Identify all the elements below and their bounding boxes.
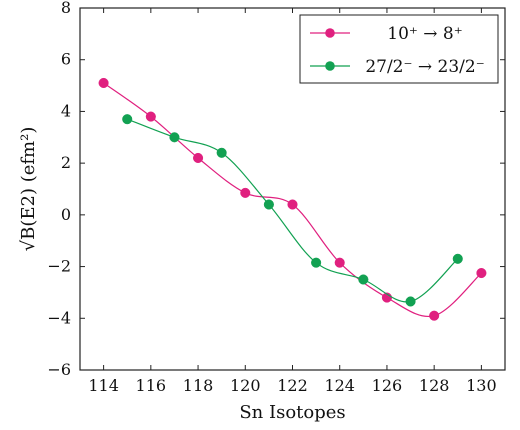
x-tick-label: 118 — [183, 376, 214, 395]
x-tick-label: 122 — [277, 376, 308, 395]
series-1 — [98, 77, 487, 321]
y-tick-label: 8 — [61, 0, 71, 17]
data-point — [429, 310, 440, 321]
axes: 114 116 118 120 122 124 126 128 130 −6 −4 −2 0 2 4 6 8 Sn… — [18, 0, 506, 423]
x-tick-label: 130 — [466, 376, 497, 395]
y-tick-label: 4 — [61, 101, 71, 120]
y-tick-label: 2 — [61, 153, 71, 172]
data-point — [216, 147, 227, 158]
data-point — [193, 152, 204, 164]
y-tick-label: −2 — [47, 257, 71, 276]
y-tick-label: 0 — [61, 205, 71, 224]
data-point — [145, 111, 156, 122]
data-point — [405, 296, 416, 307]
series-layer — [98, 77, 487, 321]
series-2 — [122, 114, 463, 307]
data-point — [358, 274, 369, 285]
y-tick-label: −4 — [47, 308, 71, 327]
data-point — [287, 199, 298, 210]
data-point — [452, 253, 463, 264]
data-point — [263, 199, 274, 210]
x-tick-label: 126 — [372, 376, 403, 395]
legend-box — [299, 14, 499, 84]
legend-label: 10⁺ → 8⁺ — [387, 24, 462, 44]
series-line — [127, 118, 459, 303]
legend-marker — [325, 28, 335, 38]
data-point — [169, 132, 180, 143]
x-tick-label: 114 — [88, 376, 119, 395]
y-tick-label: 6 — [61, 50, 71, 69]
x-tick-label: 116 — [136, 376, 167, 395]
y-tick-label: −6 — [47, 360, 71, 379]
data-point — [98, 77, 109, 89]
x-tick-label: 120 — [230, 376, 261, 395]
legend-label: 27/2⁻ → 23/2⁻ — [365, 57, 484, 77]
x-tick-label: 128 — [419, 376, 450, 395]
legend: 10⁺ → 8⁺ 27/2⁻ → 23/2⁻ — [299, 14, 499, 84]
legend-marker — [325, 61, 335, 71]
data-point — [476, 267, 487, 279]
legend-entry: 10⁺ → 8⁺ — [310, 24, 463, 44]
data-point — [311, 257, 322, 268]
y-axis-label: √B(E2) (efm²) — [18, 127, 39, 252]
data-point — [240, 187, 251, 198]
legend-entry: 27/2⁻ → 23/2⁻ — [310, 57, 485, 77]
data-point — [334, 257, 345, 268]
x-axis-label: Sn Isotopes — [239, 402, 345, 423]
data-point — [122, 114, 133, 125]
x-tick-label: 124 — [324, 376, 355, 395]
